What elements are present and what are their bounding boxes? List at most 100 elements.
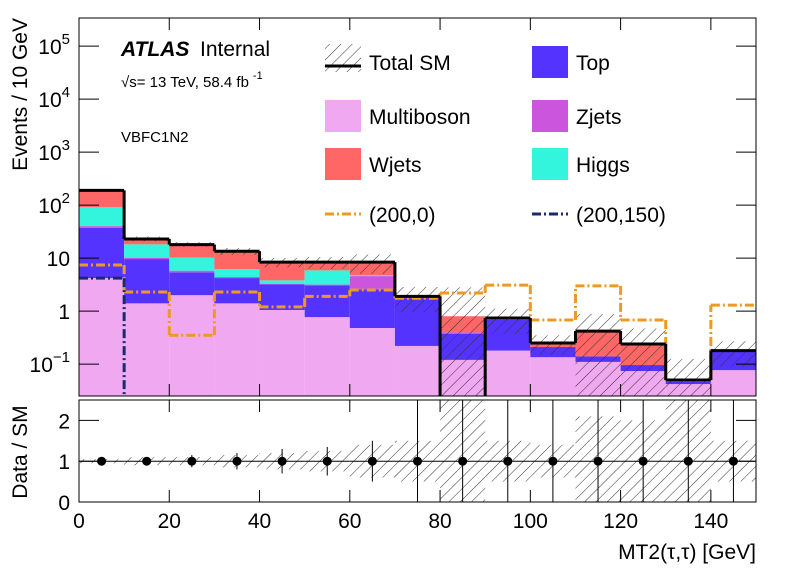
x-tick-label: 40 (248, 510, 271, 533)
stack-segment (169, 272, 215, 296)
legend-label: Total SM (369, 52, 451, 75)
data-point (97, 456, 107, 466)
data-point (142, 456, 152, 466)
lumi-exponent: -1 (253, 70, 263, 82)
data-point (232, 456, 242, 466)
stack-segment (530, 357, 576, 396)
stack-segment (124, 259, 170, 304)
y-tick-base: 10 (38, 89, 61, 112)
data-point (458, 456, 468, 466)
legend-label: (200,0) (369, 204, 436, 227)
main-frame (78, 17, 757, 397)
uncertainty-band (620, 328, 666, 396)
uncertainty-band (575, 313, 621, 396)
stack-segment (349, 275, 395, 277)
energy-label: √s= 13 TeV, 58.4 fb -1 (121, 70, 263, 91)
legend-label: Zjets (576, 106, 622, 129)
data-point (413, 456, 422, 466)
stack-segment (485, 350, 531, 396)
ratio-plot-area (79, 400, 756, 502)
stack-segment (304, 285, 350, 318)
stack-segment (259, 283, 305, 285)
x-tick-label: 0 (73, 510, 85, 533)
legend-swatch (532, 100, 568, 132)
y-tick-exponent: 2 (62, 190, 70, 207)
status-label: Internal (200, 38, 270, 61)
stack-segment (124, 257, 170, 260)
stack-segment (79, 206, 125, 227)
region-label: VBFC1N2 (121, 129, 189, 146)
stack-segment (304, 284, 350, 286)
uncertainty-band (485, 308, 531, 334)
data-point (322, 456, 332, 466)
data-point (638, 456, 648, 466)
data-point (367, 456, 377, 466)
y-tick-base: 10 (38, 195, 61, 218)
stack-segment (124, 238, 170, 245)
y-tick-base: 10 (38, 142, 61, 165)
uncertainty-band (349, 254, 395, 274)
y-tick-label: 103 (38, 137, 70, 165)
y-tick-exponent: 5 (62, 31, 70, 48)
stack-segment (304, 317, 350, 396)
stack-segment (79, 278, 125, 396)
legend-swatch (325, 100, 361, 132)
ratio-y-axis-title: Data / SM (9, 405, 32, 498)
legend-label: Wjets (369, 154, 422, 177)
stack-segment (349, 276, 395, 290)
y-tick-exponent: 4 (62, 84, 70, 101)
y-tick-label: 1 (58, 301, 70, 324)
x-tick-label: 140 (693, 510, 728, 533)
uncertainty-band (530, 335, 576, 355)
data-point (728, 456, 738, 466)
data-point (548, 456, 558, 466)
x-tick-label: 100 (513, 510, 548, 533)
legend-swatch (532, 46, 568, 78)
x-axis-title: MT2(τ,τ) [GeV] (618, 541, 756, 564)
stack-segment (214, 277, 260, 279)
stack-segment (169, 244, 215, 258)
x-tick-label: 60 (338, 510, 361, 533)
ratio-frame (78, 399, 757, 503)
uncertainty-band (440, 287, 486, 396)
y-tick-label: 102 (38, 190, 70, 218)
y-tick-label: 1 (58, 451, 70, 474)
y-tick-label: 104 (38, 84, 70, 112)
stack-segment (169, 270, 215, 273)
main-plot-area (79, 188, 756, 396)
uncertainty-band (665, 358, 711, 396)
x-tick-label: 20 (158, 510, 181, 533)
stack-segment (79, 226, 125, 228)
y-tick-label: 2 (58, 410, 70, 433)
data-point (503, 456, 513, 466)
energy-text: √s= 13 TeV, 58.4 fb (121, 74, 249, 91)
legend-swatch (325, 44, 361, 72)
x-tick-label: 80 (428, 510, 451, 533)
y-tick-exponent: 3 (62, 137, 70, 154)
stack-segment (169, 295, 215, 396)
legend-label: Multiboson (369, 106, 471, 129)
data-point (593, 456, 603, 466)
stack-segment (169, 257, 215, 271)
stack-segment (304, 270, 350, 285)
legend-label: Higgs (576, 154, 630, 177)
data-point (187, 456, 197, 466)
stack-segment (259, 280, 305, 284)
stack-segment (79, 227, 125, 279)
stack-segment (124, 244, 170, 258)
stack-segment (710, 370, 756, 396)
y-axis-title: Events / 10 GeV (9, 18, 32, 171)
y-tick-label: 10−1 (30, 349, 70, 377)
stack-segment (214, 303, 260, 396)
legend-swatch (325, 148, 361, 180)
y-tick-exponent: −1 (53, 349, 70, 366)
data-point (277, 456, 287, 466)
stack-segment (394, 345, 441, 396)
legend-label: Top (576, 52, 610, 75)
stack-segment (349, 289, 395, 328)
stack-segment (214, 269, 260, 278)
y-tick-base: 10 (38, 36, 61, 59)
stack-segment (214, 251, 260, 270)
